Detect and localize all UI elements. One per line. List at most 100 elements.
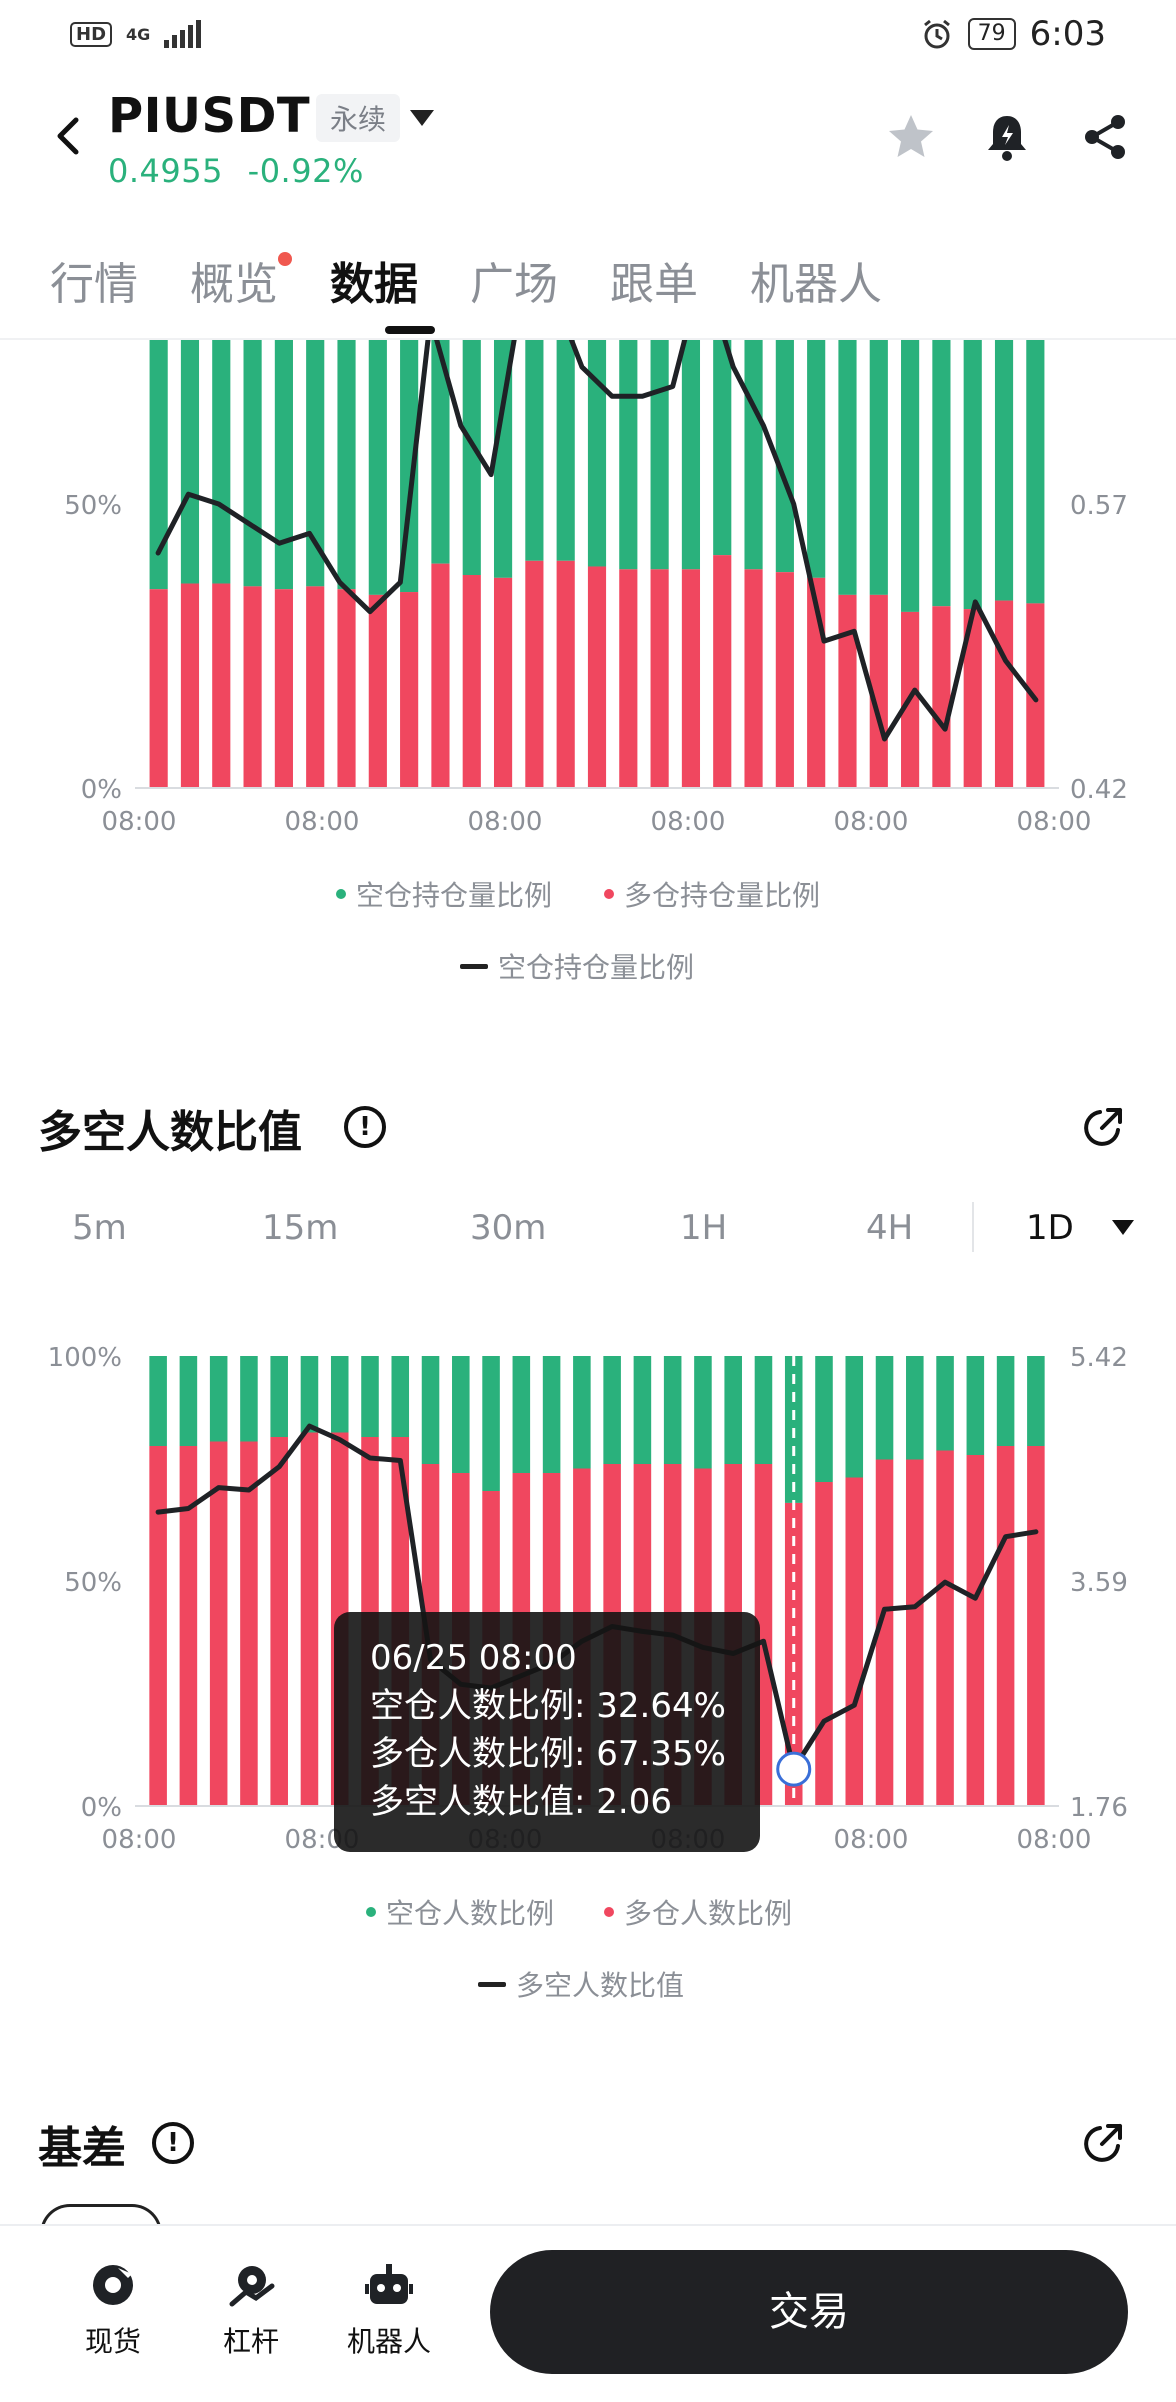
y-left-tick-label: 0%: [81, 775, 122, 805]
tab-overview[interactable]: 概览: [190, 248, 292, 312]
short-bar: [300, 1356, 319, 1433]
period-dropdown-icon[interactable]: [1112, 1220, 1134, 1235]
x-tick-label: 08:00: [285, 807, 360, 837]
x-tick-label: 08:00: [834, 807, 909, 837]
long-bar: [713, 555, 732, 788]
nav-bot-label: 机器人: [346, 2325, 431, 2358]
tab-overview-label: 概览: [190, 259, 278, 310]
margin-icon: [226, 2262, 276, 2308]
nav-margin[interactable]: 杠杆: [206, 2262, 296, 2360]
position-legend-line: 空仓持仓量比例: [460, 946, 694, 986]
status-left: HD 4G: [70, 20, 202, 48]
long-bar: [243, 586, 262, 788]
green-dot-icon: [336, 889, 346, 899]
long-bar: [493, 577, 513, 788]
info-icon[interactable]: !: [152, 2122, 194, 2164]
tab-market[interactable]: 行情: [50, 259, 138, 310]
legend-label: 空仓人数比例: [386, 1897, 555, 1930]
price-alert-bell-icon[interactable]: [980, 110, 1034, 164]
short-bar: [431, 340, 450, 564]
long-bar: [209, 1441, 228, 1806]
long-bar: [400, 592, 419, 788]
tabs-divider: [0, 338, 1176, 340]
short-bar: [633, 1356, 652, 1464]
short-bar: [337, 340, 356, 590]
signal-icon: [164, 20, 202, 48]
long-bar: [525, 560, 544, 788]
period-1h[interactable]: 1H: [680, 1208, 728, 1248]
long-bar: [906, 1459, 924, 1806]
nav-spot-label: 现货: [84, 2325, 141, 2358]
back-button[interactable]: [50, 108, 86, 164]
long-bar: [784, 1502, 803, 1806]
short-bar: [368, 340, 387, 595]
spot-icon: [88, 2262, 138, 2308]
short-bar: [482, 1356, 500, 1491]
last-price: 0.4955: [108, 152, 223, 190]
ratio-legend-short: 空仓人数比例: [366, 1892, 554, 1932]
x-tick-label: 08:00: [102, 807, 177, 837]
long-bar: [838, 594, 857, 788]
long-bar: [932, 606, 951, 788]
y-left-tick-label: 0%: [81, 1793, 122, 1823]
period-15m[interactable]: 15m: [262, 1208, 339, 1248]
short-bar: [149, 1356, 167, 1446]
legend-label: 空仓持仓量比例: [498, 951, 695, 984]
info-icon[interactable]: !: [344, 1106, 386, 1148]
tab-bots[interactable]: 机器人: [750, 259, 882, 310]
x-tick-label: 08:00: [1017, 807, 1092, 837]
long-bar: [1027, 1446, 1045, 1806]
x-tick-label: 08:00: [651, 807, 726, 837]
short-bar: [573, 1356, 591, 1469]
nav-bot[interactable]: 机器人: [344, 2262, 434, 2360]
symbol-title[interactable]: PIUSDT: [108, 88, 311, 144]
long-bar: [270, 1437, 288, 1806]
tab-copy-trading[interactable]: 跟单: [610, 259, 698, 310]
legend-label: 多仓持仓量比例: [624, 879, 821, 912]
contract-type-badge[interactable]: 永续: [316, 94, 401, 142]
y-right-tick-label: 0.57: [1070, 491, 1128, 521]
short-bar: [1027, 1356, 1045, 1446]
ratio-line: [155, 340, 1039, 742]
long-bar: [994, 600, 1014, 788]
short-bar: [807, 340, 826, 578]
symbol-dropdown-icon[interactable]: [410, 110, 434, 126]
tab-square[interactable]: 广场: [470, 259, 558, 310]
trade-button[interactable]: 交易: [490, 2250, 1128, 2374]
period-5m[interactable]: 5m: [72, 1208, 127, 1248]
ratio-legend-long: 多仓人数比例: [604, 1892, 792, 1932]
short-bar: [869, 340, 888, 595]
short-bar: [421, 1356, 440, 1464]
position-ratio-chart[interactable]: 100%50%0%0.710.570.4208:0008:0008:0008:0…: [0, 340, 1176, 860]
tooltip-date: 06/25 08:00: [370, 1638, 577, 1678]
short-bar: [744, 340, 763, 570]
long-bar: [845, 1477, 864, 1806]
short-bar: [306, 340, 325, 587]
long-bar: [681, 569, 701, 788]
period-1d[interactable]: 1D: [1026, 1208, 1074, 1248]
long-bar: [240, 1441, 258, 1806]
share-icon[interactable]: [1078, 110, 1132, 164]
external-link-icon[interactable]: [1078, 2120, 1126, 2168]
long-bar: [996, 1446, 1015, 1806]
long-bar: [431, 563, 450, 788]
long-bar: [619, 569, 638, 788]
short-bar: [452, 1356, 470, 1473]
short-bar: [493, 340, 513, 578]
short-bar: [681, 340, 701, 570]
long-bar: [556, 560, 575, 788]
chart-tooltip: 06/25 08:00 空仓人数比例: 32.64% 多仓人数比例: 67.35…: [334, 1612, 760, 1852]
short-bar: [603, 1356, 621, 1464]
long-bar: [815, 1482, 833, 1806]
nav-spot[interactable]: 现货: [68, 2262, 158, 2360]
hd-badge: HD: [70, 21, 113, 47]
ratio-legend-line: 多空人数比值: [478, 1964, 684, 2004]
external-link-icon[interactable]: [1078, 1104, 1126, 1152]
favorite-star-icon[interactable]: [884, 110, 938, 164]
tab-data[interactable]: 数据: [330, 259, 418, 310]
red-dot-icon: [604, 1907, 614, 1917]
y-right-tick-label: 1.76: [1070, 1793, 1128, 1823]
alarm-icon: [923, 19, 950, 49]
period-4h[interactable]: 4H: [866, 1208, 914, 1248]
period-30m[interactable]: 30m: [470, 1208, 547, 1248]
